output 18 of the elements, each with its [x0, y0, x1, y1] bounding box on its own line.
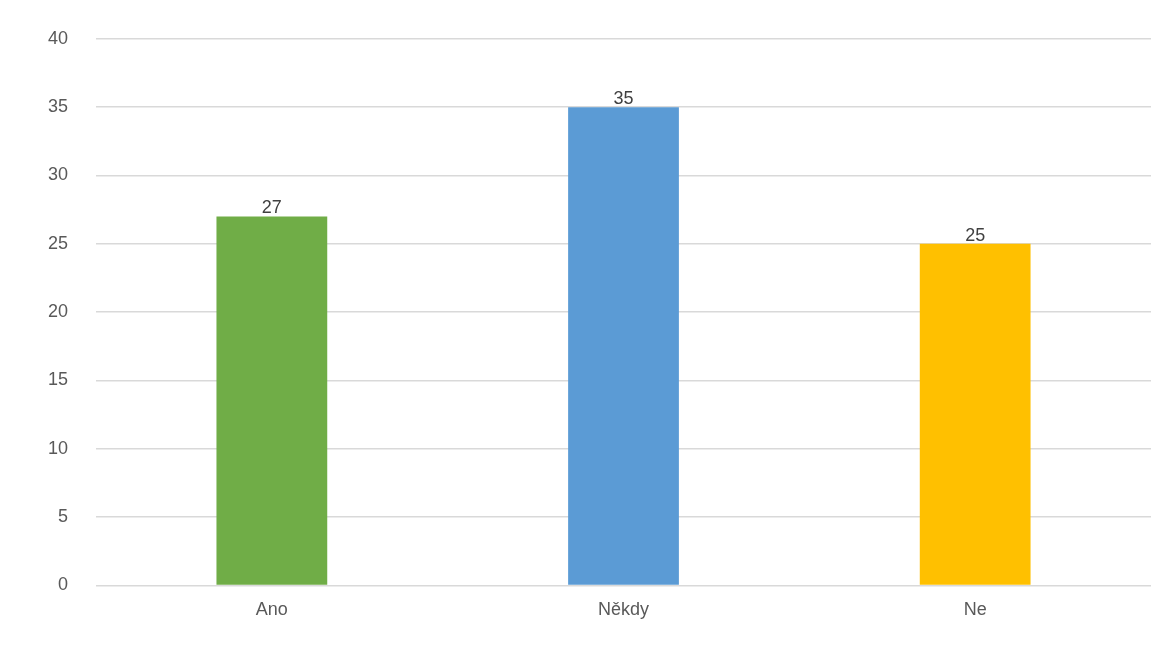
x-tick-label: Ano	[255, 599, 288, 620]
y-tick-label: 20	[47, 301, 69, 322]
x-tick-label: Ne	[963, 599, 987, 620]
x-tick-label: Někdy	[598, 599, 650, 620]
bar	[568, 107, 679, 585]
bar	[216, 216, 328, 585]
y-tick-label: 10	[47, 437, 69, 458]
y-tick-label: 5	[58, 506, 69, 527]
data-label: 27	[261, 197, 282, 218]
data-label: 25	[965, 224, 986, 245]
y-tick-label: 15	[47, 369, 69, 390]
y-tick-label: 30	[47, 164, 69, 185]
y-tick-label: 0	[58, 574, 69, 595]
bar	[919, 243, 1031, 585]
y-tick-label: 40	[47, 27, 69, 48]
y-tick-label: 25	[47, 232, 69, 253]
y-tick-label: 35	[47, 96, 69, 117]
data-label: 35	[613, 88, 634, 109]
